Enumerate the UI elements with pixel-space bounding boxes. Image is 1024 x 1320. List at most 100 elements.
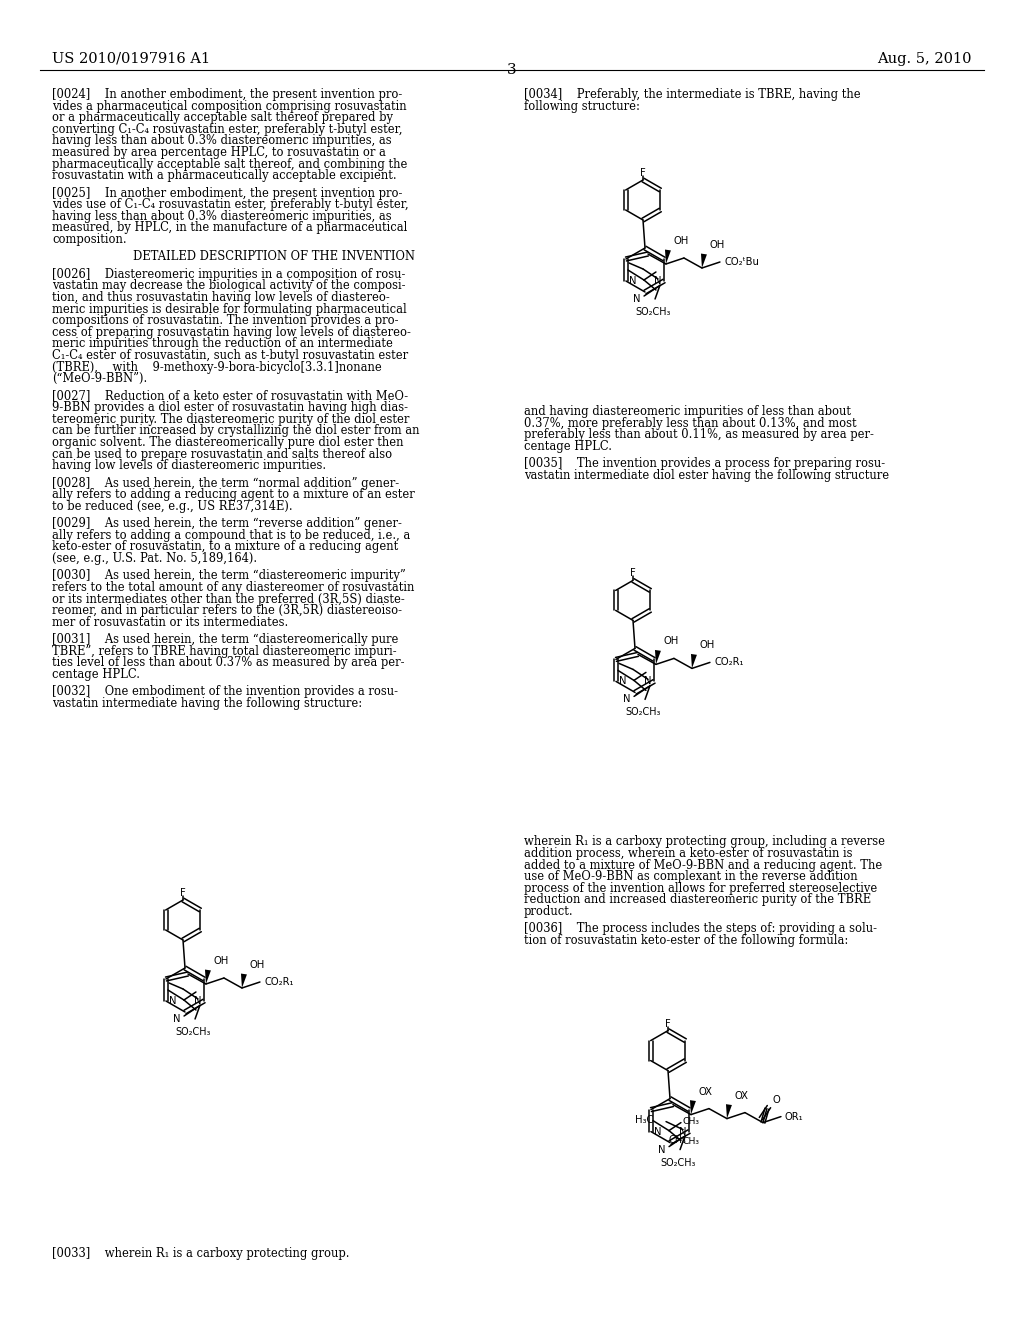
Polygon shape bbox=[655, 649, 660, 664]
Text: [0034]    Preferably, the intermediate is TBRE, having the: [0034] Preferably, the intermediate is T… bbox=[524, 88, 860, 102]
Text: OX: OX bbox=[699, 1086, 713, 1097]
Text: 0.37%, more preferably less than about 0.13%, and most: 0.37%, more preferably less than about 0… bbox=[524, 417, 857, 429]
Text: reomer, and in particular refers to the (3R,5R) diastereoisо-: reomer, and in particular refers to the … bbox=[52, 605, 402, 618]
Text: 9-BBN provides a diol ester of rosuvastatin having high dias-: 9-BBN provides a diol ester of rosuvasta… bbox=[52, 401, 408, 414]
Text: can be used to prepare rosuvastatin and salts thereof also: can be used to prepare rosuvastatin and … bbox=[52, 447, 392, 461]
Text: C₁-C₄ ester of rosuvastatin, such as t-butyl rosuvastatin ester: C₁-C₄ ester of rosuvastatin, such as t-b… bbox=[52, 348, 409, 362]
Polygon shape bbox=[205, 970, 211, 983]
Text: OR₁: OR₁ bbox=[785, 1111, 804, 1122]
Text: CH₃: CH₃ bbox=[683, 1137, 700, 1146]
Text: OH: OH bbox=[674, 236, 689, 246]
Text: [0024]    In another embodiment, the present invention pro-: [0024] In another embodiment, the presen… bbox=[52, 88, 402, 102]
Text: N: N bbox=[654, 1126, 662, 1137]
Text: OH: OH bbox=[214, 956, 229, 966]
Text: [0036]    The process includes the steps of: providing a solu-: [0036] The process includes the steps of… bbox=[524, 923, 877, 936]
Text: N: N bbox=[653, 276, 662, 286]
Text: N: N bbox=[618, 676, 627, 686]
Text: wherein R₁ is a carboxy protecting group, including a reverse: wherein R₁ is a carboxy protecting group… bbox=[524, 836, 885, 849]
Text: following structure:: following structure: bbox=[524, 99, 640, 112]
Text: product.: product. bbox=[524, 906, 573, 917]
Text: 3: 3 bbox=[507, 63, 517, 77]
Text: SO₂CH₃: SO₂CH₃ bbox=[626, 708, 660, 717]
Text: CO₂R₁: CO₂R₁ bbox=[715, 657, 744, 668]
Text: SO₂CH₃: SO₂CH₃ bbox=[635, 308, 671, 317]
Text: N: N bbox=[169, 997, 176, 1006]
Text: OH: OH bbox=[664, 636, 679, 647]
Text: refers to the total amount of any diastereomer of rosuvastatin: refers to the total amount of any diaste… bbox=[52, 581, 415, 594]
Text: composition.: composition. bbox=[52, 234, 127, 246]
Text: [0028]    As used herein, the term “normal addition” gener-: [0028] As used herein, the term “normal … bbox=[52, 477, 399, 490]
Text: compositions of rosuvastatin. The invention provides a pro-: compositions of rosuvastatin. The invent… bbox=[52, 314, 398, 327]
Text: pharmaceutically acceptable salt thereof, and combining the: pharmaceutically acceptable salt thereof… bbox=[52, 157, 408, 170]
Text: rosuvastatin with a pharmaceutically acceptable excipient.: rosuvastatin with a pharmaceutically acc… bbox=[52, 169, 396, 182]
Text: mer of rosuvastatin or its intermediates.: mer of rosuvastatin or its intermediates… bbox=[52, 616, 288, 628]
Text: OX: OX bbox=[735, 1090, 749, 1101]
Text: N: N bbox=[643, 676, 651, 686]
Text: F: F bbox=[630, 569, 636, 578]
Text: measured by area percentage HPLC, to rosuvastatin or a: measured by area percentage HPLC, to ros… bbox=[52, 147, 386, 158]
Text: OH: OH bbox=[710, 240, 725, 249]
Text: meric impurities is desirable for formulating pharmaceutical: meric impurities is desirable for formul… bbox=[52, 302, 407, 315]
Text: CH₃: CH₃ bbox=[669, 1135, 687, 1144]
Text: vides a pharmaceutical composition comprising rosuvastatin: vides a pharmaceutical composition compr… bbox=[52, 99, 407, 112]
Text: or its intermediates other than the preferred (3R,5S) diaste-: or its intermediates other than the pref… bbox=[52, 593, 404, 606]
Text: measured, by HPLC, in the manufacture of a pharmaceutical: measured, by HPLC, in the manufacture of… bbox=[52, 222, 408, 235]
Text: F: F bbox=[640, 168, 646, 178]
Text: [0030]    As used herein, the term “diastereomeric impurity”: [0030] As used herein, the term “diaster… bbox=[52, 569, 406, 582]
Text: [0035]    The invention provides a process for preparing rosu-: [0035] The invention provides a process … bbox=[524, 457, 885, 470]
Text: to be reduced (see, e.g., US RE37,314E).: to be reduced (see, e.g., US RE37,314E). bbox=[52, 500, 293, 512]
Text: N: N bbox=[194, 997, 201, 1006]
Text: N: N bbox=[633, 294, 640, 304]
Text: CO₂ᵗBu: CO₂ᵗBu bbox=[725, 257, 760, 267]
Text: [0025]    In another embodiment, the present invention pro-: [0025] In another embodiment, the presen… bbox=[52, 186, 402, 199]
Polygon shape bbox=[726, 1104, 732, 1118]
Text: CH₃: CH₃ bbox=[683, 1117, 700, 1126]
Text: (TBRE),    with    9-methoxy-9-bora-bicyclo[3.3.1]nonane: (TBRE), with 9-methoxy-9-bora-bicyclo[3.… bbox=[52, 360, 382, 374]
Text: Aug. 5, 2010: Aug. 5, 2010 bbox=[878, 51, 972, 66]
Text: [0032]    One embodiment of the invention provides a rosu-: [0032] One embodiment of the invention p… bbox=[52, 685, 398, 698]
Text: F: F bbox=[180, 888, 186, 898]
Text: tereomeric purity. The diastereomeric purity of the diol ester: tereomeric purity. The diastereomeric pu… bbox=[52, 413, 410, 426]
Text: ties level of less than about 0.37% as measured by area per-: ties level of less than about 0.37% as m… bbox=[52, 656, 404, 669]
Text: SO₂CH₃: SO₂CH₃ bbox=[660, 1158, 695, 1168]
Text: and having diastereomeric impurities of less than about: and having diastereomeric impurities of … bbox=[524, 405, 851, 418]
Polygon shape bbox=[691, 653, 697, 668]
Text: centage HPLC.: centage HPLC. bbox=[52, 668, 140, 681]
Text: vastatin intermediate having the following structure:: vastatin intermediate having the followi… bbox=[52, 697, 362, 710]
Text: preferably less than about 0.11%, as measured by area per-: preferably less than about 0.11%, as mea… bbox=[524, 428, 873, 441]
Text: N: N bbox=[623, 694, 630, 705]
Text: use of MeO-9-BBN as complexant in the reverse addition: use of MeO-9-BBN as complexant in the re… bbox=[524, 870, 858, 883]
Text: [0027]    Reduction of a keto ester of rosuvastatin with MeO-: [0027] Reduction of a keto ester of rosu… bbox=[52, 389, 409, 403]
Polygon shape bbox=[690, 1100, 696, 1114]
Text: addition process, wherein a keto-ester of rosuvastatin is: addition process, wherein a keto-ester o… bbox=[524, 847, 853, 861]
Text: SO₂CH₃: SO₂CH₃ bbox=[175, 1027, 211, 1038]
Text: OH: OH bbox=[250, 960, 265, 970]
Polygon shape bbox=[701, 253, 707, 268]
Text: (see, e.g., U.S. Pat. No. 5,189,164).: (see, e.g., U.S. Pat. No. 5,189,164). bbox=[52, 552, 257, 565]
Text: ally refers to adding a compound that is to be reduced, i.e., a: ally refers to adding a compound that is… bbox=[52, 529, 411, 541]
Text: N: N bbox=[173, 1014, 180, 1024]
Text: process of the invention allows for preferred stereoselective: process of the invention allows for pref… bbox=[524, 882, 878, 895]
Text: vastatin intermediate diol ester having the following structure: vastatin intermediate diol ester having … bbox=[524, 469, 889, 482]
Text: reduction and increased diastereomeric purity of the TBRE: reduction and increased diastereomeric p… bbox=[524, 894, 871, 907]
Text: having less than about 0.3% diastereomeric impurities, as: having less than about 0.3% diastereomer… bbox=[52, 135, 391, 148]
Text: organic solvent. The diastereomerically pure diol ester then: organic solvent. The diastereomerically … bbox=[52, 436, 403, 449]
Text: [0029]    As used herein, the term “reverse addition” gener-: [0029] As used herein, the term “reverse… bbox=[52, 517, 401, 531]
Text: having low levels of diastereomeric impurities.: having low levels of diastereomeric impu… bbox=[52, 459, 326, 473]
Text: ally refers to adding a reducing agent to a mixture of an ester: ally refers to adding a reducing agent t… bbox=[52, 488, 415, 502]
Text: TBRE”, refers to TBRE having total diastereomeric impuri-: TBRE”, refers to TBRE having total diast… bbox=[52, 644, 396, 657]
Text: (“MeO-9-BBN”).: (“MeO-9-BBN”). bbox=[52, 372, 147, 385]
Text: F: F bbox=[666, 1019, 671, 1028]
Text: [0033]    wherein R₁ is a carboxy protecting group.: [0033] wherein R₁ is a carboxy protectin… bbox=[52, 1247, 349, 1261]
Text: keto-ester of rosuvastatin, to a mixture of a reducing agent: keto-ester of rosuvastatin, to a mixture… bbox=[52, 540, 398, 553]
Text: CO₂R₁: CO₂R₁ bbox=[265, 977, 295, 987]
Text: centage HPLC.: centage HPLC. bbox=[524, 440, 612, 453]
Polygon shape bbox=[665, 249, 671, 264]
Text: cess of preparing rosuvastatin having low levels of diastereo-: cess of preparing rosuvastatin having lo… bbox=[52, 326, 411, 339]
Text: tion, and thus rosuvastatin having low levels of diastereo-: tion, and thus rosuvastatin having low l… bbox=[52, 290, 390, 304]
Text: N: N bbox=[679, 1126, 686, 1137]
Text: tion of rosuvastatin keto-ester of the following formula:: tion of rosuvastatin keto-ester of the f… bbox=[524, 935, 848, 946]
Polygon shape bbox=[241, 974, 247, 987]
Text: meric impurities through the reduction of an intermediate: meric impurities through the reduction o… bbox=[52, 338, 393, 350]
Text: added to a mixture of MeO-9-BBN and a reducing agent. The: added to a mixture of MeO-9-BBN and a re… bbox=[524, 858, 883, 871]
